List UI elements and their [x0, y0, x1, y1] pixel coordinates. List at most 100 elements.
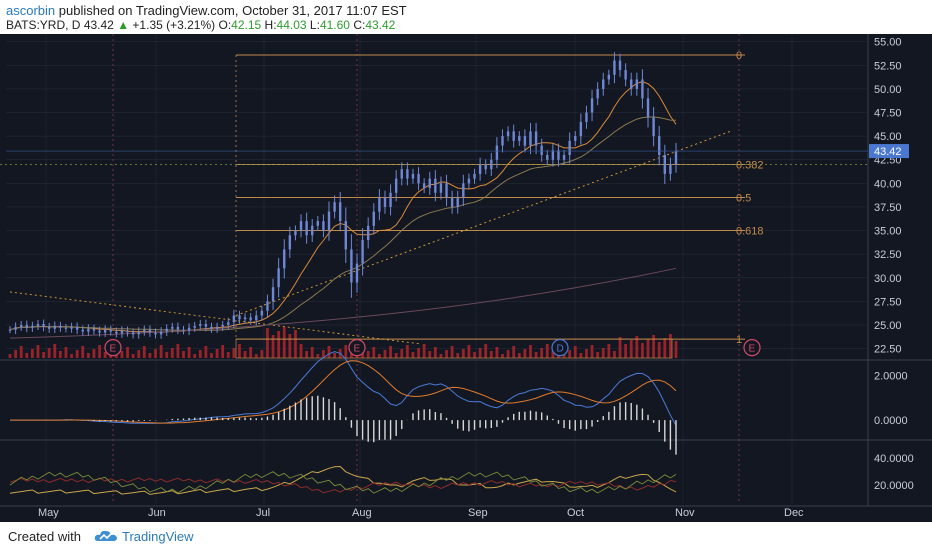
candle-body	[445, 183, 448, 198]
candle-body	[579, 121, 583, 137]
candle-body	[204, 324, 208, 327]
volume-bar	[512, 346, 516, 358]
volume-bar	[473, 352, 476, 358]
candle-body	[143, 329, 146, 332]
ohlc-line: BATS:YRD, D 43.42 ▲ +1.35 (+3.21%) O:42.…	[6, 18, 395, 32]
candle-body	[630, 79, 633, 89]
candle-body	[635, 79, 639, 89]
price-tick-label: 32.50	[874, 249, 902, 261]
fib-level-label: 0.382	[736, 159, 764, 171]
candle-body	[36, 324, 40, 326]
footer: Created with TradingView	[0, 522, 932, 550]
current-price-tag	[869, 144, 909, 159]
time-tick-label: Dec	[784, 507, 804, 519]
volume-bar	[243, 351, 247, 358]
volume-bar	[221, 345, 225, 358]
up-arrow-icon: ▲	[117, 18, 130, 32]
candle-body	[171, 326, 174, 329]
candle-body	[316, 221, 320, 226]
candle-body	[562, 155, 566, 160]
volume-bar	[366, 351, 370, 358]
candle-body	[383, 197, 387, 207]
volume-bar	[663, 338, 667, 358]
candle-body	[613, 60, 616, 75]
volume-bar	[316, 354, 320, 358]
volume-bar	[484, 344, 488, 358]
candle-body	[450, 197, 454, 207]
candle-body	[366, 225, 370, 240]
volume-bar	[176, 344, 180, 358]
volume-bar	[422, 344, 426, 358]
time-tick-label: Aug	[352, 507, 372, 519]
volume-bar	[36, 345, 40, 358]
volume-bar	[47, 348, 51, 358]
stock-chart[interactable]: 0 0.382 0.5 0.618 1 E E D E 55.00 52.50 50.00 47.5…	[0, 34, 932, 522]
volume-bar	[344, 345, 348, 358]
candle-body	[31, 325, 34, 328]
candle-body	[602, 79, 605, 89]
candle-body	[64, 327, 68, 329]
open-label: O:	[218, 18, 232, 32]
candle-body	[109, 329, 112, 332]
volume-bar	[523, 349, 527, 358]
candle-body	[98, 330, 101, 333]
volume-bar	[120, 351, 124, 358]
volume-bar	[305, 351, 309, 358]
candle-body	[646, 98, 650, 118]
candle-body	[210, 326, 213, 329]
candle-body	[327, 211, 331, 231]
volume-bar	[579, 353, 583, 358]
volume-bar	[193, 354, 197, 358]
volume-bar	[652, 335, 656, 358]
volume-bar	[461, 349, 465, 358]
candle-body	[641, 79, 644, 99]
price-tick-label: 47.50	[874, 108, 902, 120]
author-link[interactable]: ascorbin	[6, 3, 56, 18]
volume-bar	[103, 352, 107, 358]
price-tick-label: 50.00	[874, 84, 902, 96]
close-label: C:	[353, 18, 366, 32]
candle-body	[311, 225, 314, 236]
earnings-marker-label: D	[557, 344, 564, 355]
candle-body	[215, 326, 219, 329]
candle-body	[339, 202, 342, 222]
candle-body	[585, 112, 588, 122]
candle-body	[131, 332, 135, 335]
price-tick-label: 37.50	[874, 202, 902, 214]
volume-bar	[377, 354, 381, 358]
di-plus-line	[9, 471, 677, 494]
price-tick-label: 40.00	[874, 178, 902, 190]
candle-body	[355, 263, 359, 283]
macd-line	[10, 351, 677, 426]
candle-body	[277, 268, 280, 288]
volume-bar	[629, 340, 633, 358]
candle-body	[120, 330, 124, 334]
volume-bar	[98, 345, 101, 358]
candle-body	[255, 315, 258, 321]
candle-body	[266, 301, 269, 311]
volume-bar	[534, 352, 538, 358]
trend-lines	[9, 130, 731, 345]
tradingview-cloud-icon[interactable]	[94, 528, 118, 544]
volume-bar	[215, 349, 219, 358]
close-value: 43.42	[365, 18, 396, 32]
fib-level-label: 0.618	[736, 226, 764, 238]
volume-bar	[540, 348, 544, 358]
candle-body	[126, 330, 129, 333]
candle-body	[103, 329, 107, 333]
last-price: 43.42	[83, 18, 114, 32]
volume-bar	[198, 350, 202, 358]
candle-body	[154, 332, 157, 335]
candle-body	[534, 131, 538, 146]
candle-body	[25, 324, 28, 328]
ma-long-line	[9, 116, 677, 331]
volume-bar	[506, 350, 510, 358]
volume-bar	[210, 353, 213, 358]
candle-body	[400, 169, 403, 179]
tradingview-link[interactable]: TradingView	[122, 529, 194, 544]
symbol-label: BATS:YRD, D	[6, 18, 81, 32]
volume-bar	[669, 334, 672, 358]
volume-bar	[64, 347, 68, 358]
volume-bar	[573, 346, 577, 358]
earnings-marker-label: E	[354, 344, 361, 355]
